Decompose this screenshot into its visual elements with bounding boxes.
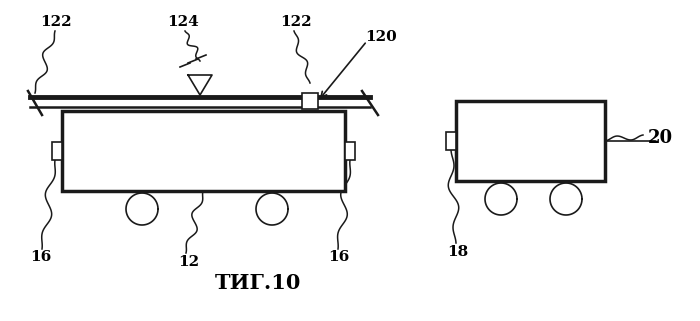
Text: ΤИГ.10: ΤИГ.10 [215, 273, 301, 293]
Bar [52, 142, 62, 160]
Text: 124: 124 [167, 15, 199, 29]
Text: 120: 120 [365, 30, 397, 44]
Bar [446, 132, 456, 150]
Text: 122: 122 [280, 15, 312, 29]
Text: 16: 16 [328, 250, 349, 264]
Bar [62, 111, 345, 191]
Bar [456, 101, 605, 181]
Bar [345, 142, 355, 160]
Text: 18: 18 [447, 245, 468, 259]
Text: 20: 20 [648, 129, 673, 147]
Text: 122: 122 [40, 15, 71, 29]
Text: 12: 12 [178, 255, 199, 269]
Text: 16: 16 [30, 250, 51, 264]
Bar [302, 93, 318, 109]
